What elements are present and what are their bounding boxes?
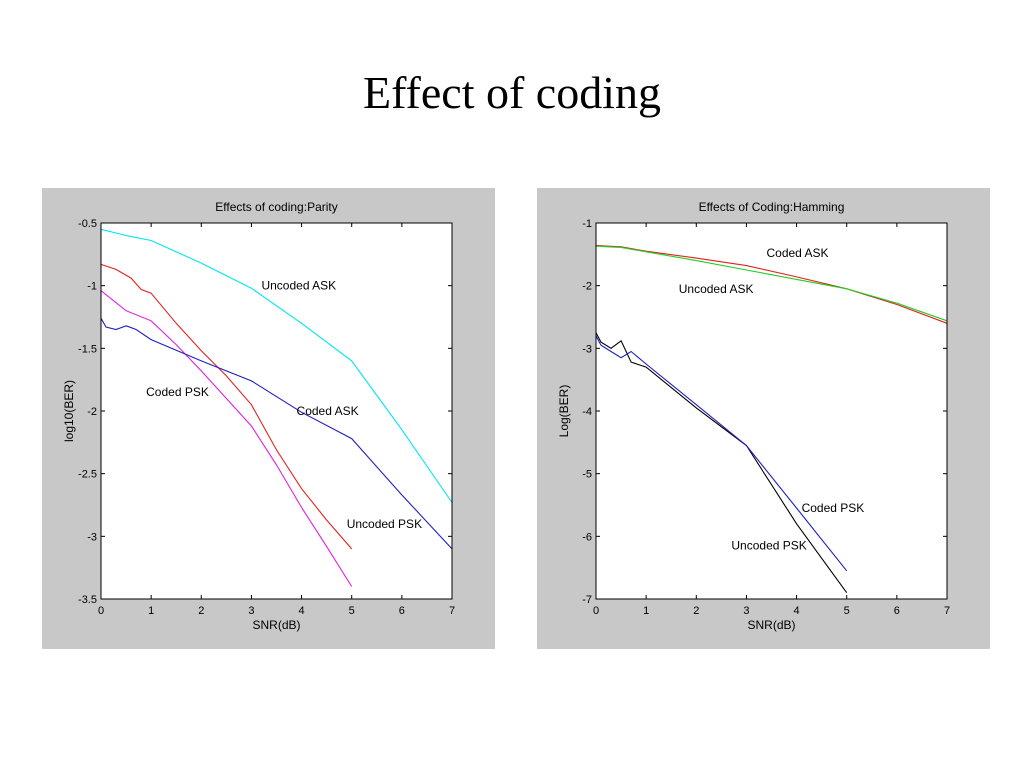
series-annotation: Coded PSK [802,501,865,515]
x-tick-label: 6 [399,605,405,617]
x-tick-label: 5 [349,605,355,617]
series-line-1 [100,263,353,550]
y-tick-label: -1 [87,281,97,293]
series-line-0 [595,245,948,324]
series-annotation: Uncoded PSK [731,539,806,553]
y-axis-label: log10(BER) [62,380,76,442]
x-tick-label: 0 [593,605,599,617]
y-tick-label: -3.5 [78,594,97,606]
x-tick-label: 5 [844,605,850,617]
series-annotation: Coded PSK [146,385,209,399]
chart-title: Effects of Coding:Hamming [699,200,845,214]
slide-title: Effect of coding [362,67,662,118]
series-line-0 [100,228,453,503]
x-axis-label: SNR(dB) [747,618,795,632]
y-tick-label: -2 [87,406,97,418]
x-tick-label: 4 [299,605,305,617]
y-tick-label: -4 [582,406,592,418]
y-tick-label: -0.5 [78,218,97,230]
plot-area [596,223,947,599]
series-annotation: Coded ASK [766,246,828,260]
series-line-2 [595,332,848,594]
series-line-1 [595,245,948,322]
x-tick-label: 2 [693,605,699,617]
parity-figure: 0 1 2 3 4 5 6 7 -0.5 -1 -1.5 -2 -2.5 -3 -3.5 Effects of… [42,188,495,649]
hamming-figure: 0 1 2 3 4 5 6 7 -1 -2 -3 -4 -5 -6 -7 Effects of Coding:… [537,188,990,649]
series-annotation: Coded ASK [297,404,359,418]
hamming-chart: 0 1 2 3 4 5 6 7 -1 -2 -3 -4 -5 -6 -7 Effects of Coding:… [557,200,950,632]
x-axis-label: SNR(dB) [252,618,300,632]
y-tick-label: -1.5 [78,343,97,355]
x-tick-label: 3 [743,605,749,617]
y-axis-label: Log(BER) [557,385,571,438]
x-tick-label: 7 [449,605,455,617]
parity-chart: 0 1 2 3 4 5 6 7 -0.5 -1 -1.5 -2 -2.5 -3 -3.5 Effects of… [62,200,455,632]
series-line-3 [100,318,453,550]
x-tick-label: 1 [643,605,649,617]
series-annotation: Uncoded ASK [679,282,754,296]
x-tick-label: 1 [148,605,154,617]
plot-area [101,223,452,599]
x-tick-label: 3 [248,605,254,617]
y-tick-label: -6 [582,531,592,543]
y-tick-label: -1 [582,218,592,230]
series-line-2 [100,290,353,587]
x-tick-label: 0 [98,605,104,617]
y-tick-label: -3 [87,531,97,543]
series-annotation: Uncoded PSK [347,517,422,531]
x-tick-label: 2 [198,605,204,617]
y-tick-label: -3 [582,343,592,355]
x-tick-label: 6 [894,605,900,617]
series-line-3 [595,335,848,572]
chart-title: Effects of coding:Parity [215,200,338,214]
y-tick-label: -2.5 [78,469,97,481]
y-tick-label: -5 [582,469,592,481]
x-tick-label: 4 [794,605,800,617]
series-annotation: Uncoded ASK [261,279,336,293]
y-tick-label: -2 [582,281,592,293]
y-tick-label: -7 [582,594,592,606]
x-tick-label: 7 [944,605,950,617]
